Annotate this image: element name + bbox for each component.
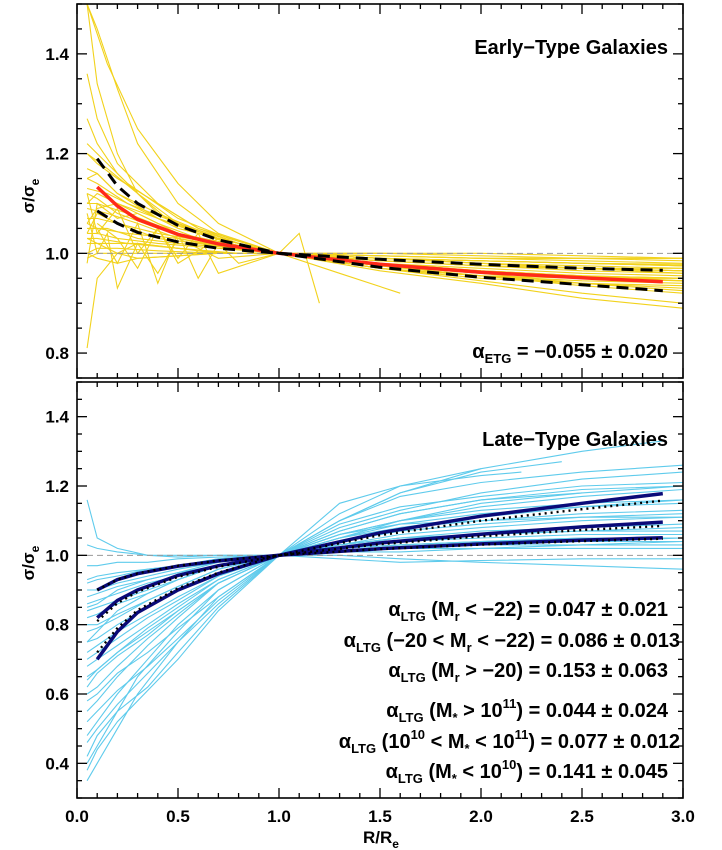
- ltg-panel: 0.40.60.81.01.21.40.0 0.5 1.0 1.5 2.0 2.5 3.0 …: [19, 381, 695, 850]
- individual-profile-line: [86, 537, 683, 681]
- etg-fit-lines: [95, 157, 663, 293]
- x-tick-label: 1.0: [267, 807, 291, 826]
- y-tick-label: 0.4: [45, 754, 69, 773]
- individual-profile-line: [86, 464, 683, 723]
- y-tick-label: 1.2: [45, 477, 69, 496]
- individual-profile-line: [86, 516, 683, 743]
- ltg-axes: 0.4 0.6 0.8 1.0 1.2 1.4 0.0 0.5 1.0 1.5 2.0 2.5 3.0: [45, 381, 695, 826]
- best-fit-line: [96, 185, 663, 284]
- ltg-panel-title: Late−Type Galaxies: [482, 429, 668, 451]
- individual-profile-line: [86, 471, 522, 771]
- plot-frame: [76, 3, 684, 379]
- best-fit-line: [95, 491, 664, 661]
- y-tick-label: 1.4: [45, 45, 69, 64]
- y-tick-label: 0.6: [45, 685, 69, 704]
- individual-profile-line: [86, 143, 683, 284]
- etg-alpha-annotation: αETG = −0.055 ± 0.020: [472, 341, 668, 366]
- lower-bound-dashed-line: [96, 209, 663, 272]
- best-fit-line: [96, 520, 663, 620]
- individual-profile-line: [87, 547, 683, 567]
- x-tick-label: 0.5: [166, 807, 190, 826]
- ltg-fit-lines: [95, 491, 664, 661]
- y-tick-label: 1.4: [45, 408, 69, 427]
- y-tick-label: 1.0: [45, 244, 69, 263]
- ltg-annotation-mr-bright: αLTG (Mr < −22) = 0.047 ± 0.021: [388, 599, 668, 624]
- etg-y-axis-label: σ/σe: [19, 178, 42, 213]
- etg-panel: 0.8 1.0 1.2 1.4 Early−Type Galaxies αETG = …: [19, 3, 684, 379]
- individual-profile-line: [86, 193, 401, 294]
- x-tick-label: 2.5: [570, 807, 594, 826]
- stellar-mass-fit-dotted-line: [96, 524, 663, 623]
- ltg-annotation-mstar-low: αLTG (M* < 1010) = 0.141 ± 0.045: [386, 757, 668, 786]
- x-tick-label: 0.0: [65, 807, 89, 826]
- y-tick-label: 0.8: [45, 616, 69, 635]
- individual-profile-line: [86, 213, 280, 291]
- x-tick-label: 1.5: [368, 807, 392, 826]
- y-tick-label: 1.2: [45, 145, 69, 164]
- stellar-mass-fit-dotted-line: [96, 537, 663, 592]
- etg-axes: 0.8 1.0 1.2 1.4: [45, 3, 684, 379]
- individual-profile-line: [86, 485, 683, 688]
- etg-panel-title: Early−Type Galaxies: [474, 37, 668, 59]
- y-tick-label: 1.0: [45, 546, 69, 565]
- individual-profile-line: [86, 471, 683, 736]
- ltg-annotation-mr-mid: αLTG (−20 < Mr < −22) = 0.086 ± 0.013: [344, 630, 680, 655]
- individual-profile-line: [86, 481, 683, 702]
- x-tick-label: 3.0: [671, 807, 695, 826]
- ltg-y-axis-label: σ/σe: [19, 545, 42, 580]
- individual-profile-line: [86, 468, 482, 757]
- x-axis-label: R/Re: [363, 828, 399, 850]
- ltg-annotation-mstar-high: αLTG (M* > 1011) = 0.044 ± 0.024: [386, 696, 669, 725]
- ltg-annotation-mstar-mid: αLTG (1010 < M* < 1011) = 0.077 ± 0.012: [339, 727, 680, 756]
- upper-bound-dashed-line: [95, 157, 663, 293]
- y-tick-label: 0.8: [45, 344, 69, 363]
- ltg-annotation-mr-faint: αLTG (Mr > −20) = 0.153 ± 0.063: [388, 660, 668, 685]
- x-tick-label: 2.0: [469, 807, 493, 826]
